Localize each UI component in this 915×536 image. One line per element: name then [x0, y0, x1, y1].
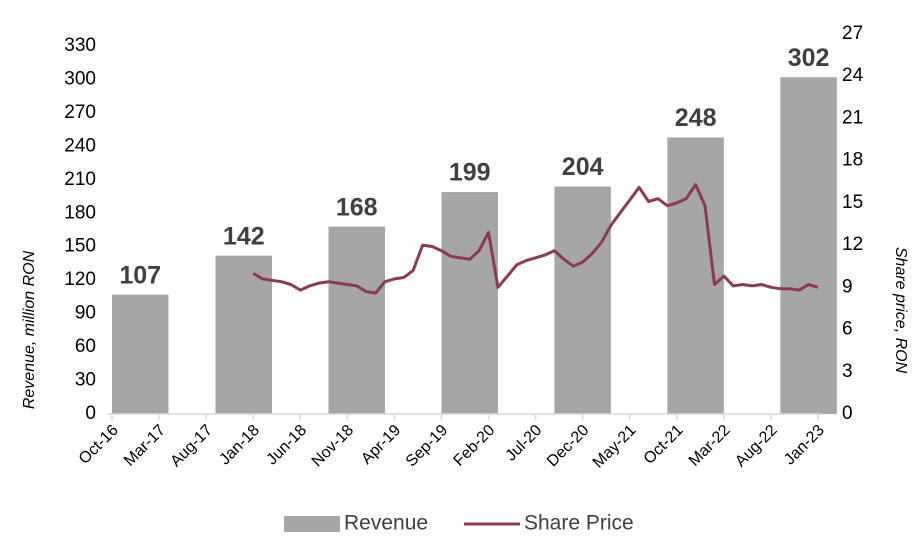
bar-value-label: 204 — [562, 153, 604, 181]
y-tick-label: 30 — [75, 370, 96, 391]
bar — [667, 137, 724, 414]
x-tick-label: Oct-16 — [76, 422, 122, 468]
legend-swatch — [284, 516, 340, 532]
bar — [328, 226, 385, 414]
x-tick-label: Aug-22 — [732, 422, 781, 471]
x-tick-label: Jan-23 — [781, 422, 828, 469]
y2-tick-label: 12 — [842, 234, 863, 255]
x-tick-label: Jun-18 — [263, 422, 310, 469]
y2-tick-label: 3 — [842, 361, 853, 382]
y2-tick-label: 18 — [842, 150, 863, 171]
legend-label: Share Price — [524, 512, 634, 535]
bar-value-label: 302 — [788, 44, 830, 72]
y-tick-label: 330 — [64, 35, 96, 56]
bar-value-label: 142 — [223, 222, 265, 250]
y-tick-label: 0 — [85, 403, 96, 424]
bar-value-label: 248 — [675, 104, 717, 132]
y-axis-title: Revenue, million RON — [21, 250, 38, 409]
bar — [215, 255, 273, 414]
bar — [112, 294, 169, 414]
x-tick-label: Mar-22 — [686, 422, 734, 470]
x-tick-label: May-21 — [590, 422, 640, 472]
legend-label: Revenue — [344, 512, 428, 535]
bar — [441, 192, 498, 414]
x-tick-label: Oct-21 — [641, 422, 687, 468]
x-tick-label: Jan-18 — [216, 422, 263, 469]
bar — [554, 186, 611, 414]
x-tick-label: Apr-19 — [358, 422, 404, 468]
y2-tick-label: 0 — [842, 403, 853, 424]
share-price-line — [252, 183, 819, 295]
bar-value-label: 168 — [336, 193, 378, 221]
y-tick-label: 210 — [64, 169, 96, 190]
bar — [780, 77, 837, 414]
y2-tick-label: 6 — [842, 319, 853, 340]
y-tick-label: 180 — [64, 202, 96, 223]
x-tick-label: Dec-20 — [544, 422, 593, 471]
y2-tick-label: 9 — [842, 276, 853, 297]
y2-tick-label: 15 — [842, 192, 863, 213]
bar-value-label: 107 — [119, 261, 161, 289]
y-tick-label: 150 — [64, 236, 96, 257]
x-tick-label: Mar-17 — [121, 422, 169, 470]
y-tick-label: 240 — [64, 135, 96, 156]
y-tick-label: 60 — [75, 336, 96, 357]
y-tick-label: 270 — [64, 102, 96, 123]
x-tick-label: Jul-20 — [503, 422, 546, 465]
y-tick-label: 120 — [64, 269, 96, 290]
y2-tick-label: 21 — [842, 107, 863, 128]
bar-value-label: 199 — [449, 159, 491, 187]
y2-tick-label: 27 — [842, 23, 863, 44]
x-tick-label: Sep-19 — [403, 422, 452, 471]
x-tick-label: Aug-17 — [167, 422, 216, 471]
y-tick-label: 90 — [75, 303, 96, 324]
y2-tick-label: 24 — [842, 65, 864, 86]
x-tick-label: Feb-20 — [450, 422, 498, 470]
y2-axis-title: Share price, RON — [892, 247, 909, 374]
y-tick-label: 300 — [64, 68, 96, 89]
x-tick-label: Nov-18 — [309, 422, 358, 471]
